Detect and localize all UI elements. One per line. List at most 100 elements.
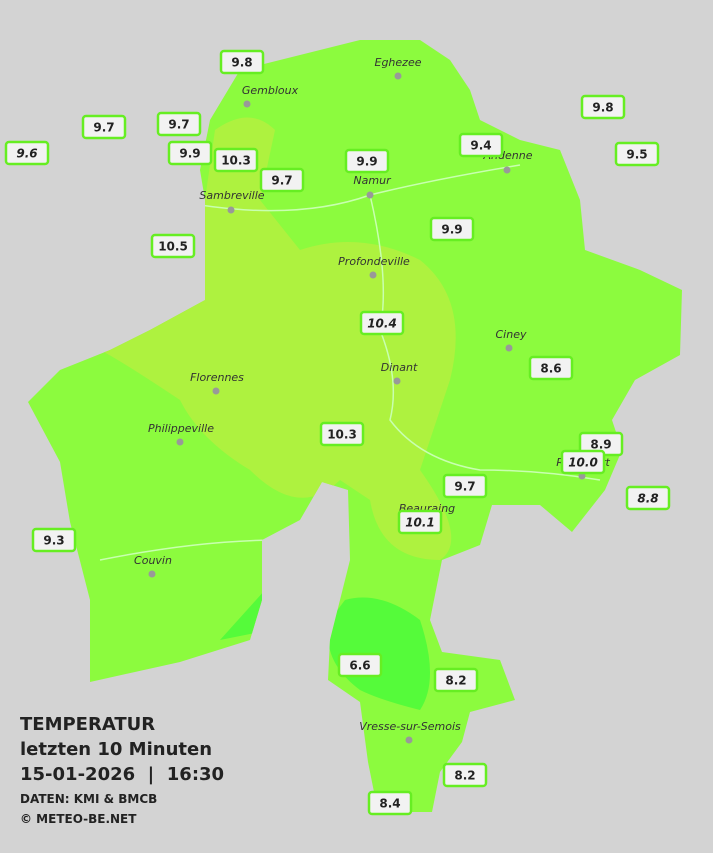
station-value: 9.8 [231, 56, 252, 70]
town-label: Sambreville [199, 189, 264, 202]
station-box [150, 233, 196, 259]
town-dot [393, 377, 401, 385]
station-box [213, 147, 259, 173]
town-label: Eghezee [375, 56, 422, 69]
station: 6.6 [337, 652, 383, 678]
town-dot [176, 438, 184, 446]
station-value: 10.5 [158, 240, 188, 254]
station-box [259, 167, 305, 193]
town-dot [369, 271, 377, 279]
legend-source: DATEN: KMI & BMCB [20, 792, 157, 806]
station-value: 8.4 [379, 797, 400, 811]
town-label: Florennes [190, 371, 244, 384]
station-box [359, 310, 405, 336]
station: 9.8 [219, 49, 265, 75]
station-value: 9.7 [168, 118, 189, 132]
town-label: Ciney [496, 328, 527, 341]
town-dot [366, 191, 374, 199]
station-value: 9.9 [179, 147, 200, 161]
town-dot [243, 100, 251, 108]
station-box [337, 652, 383, 678]
town-dot [212, 387, 220, 395]
station-box [560, 449, 606, 475]
station-value: 9.8 [592, 101, 613, 115]
station: 9.7 [81, 114, 127, 140]
station-value: 9.7 [454, 480, 475, 494]
station-box [614, 141, 660, 167]
station: 9.7 [156, 111, 202, 137]
town-label: Namur [353, 174, 392, 187]
station-value: 6.6 [349, 659, 370, 673]
town-label: Philippeville [148, 422, 214, 435]
station: 8.4 [367, 790, 413, 816]
station: 8.2 [442, 762, 488, 788]
station-box [344, 148, 390, 174]
station: 9.6 [4, 140, 50, 166]
town-dot [394, 72, 402, 80]
station-value: 9.7 [271, 174, 292, 188]
station-box [319, 421, 365, 447]
station: 9.7 [442, 473, 488, 499]
station-box [81, 114, 127, 140]
station: 9.8 [580, 94, 626, 120]
station-value: 10.3 [221, 154, 251, 168]
station: 10.1 [397, 509, 443, 535]
station-box [167, 140, 213, 166]
station: 9.4 [458, 132, 504, 158]
station: 10.3 [319, 421, 365, 447]
station-box [580, 94, 626, 120]
station-value: 10.1 [405, 516, 435, 530]
legend-timestamp: 15-01-2026 | 16:30 [20, 764, 224, 785]
station: 9.7 [259, 167, 305, 193]
legend-copyright: © METEO-BE.NET [20, 812, 137, 826]
town-dot [227, 206, 235, 214]
station-value: 9.9 [356, 155, 377, 169]
station-value: 8.9 [590, 438, 611, 452]
station-value: 10.4 [367, 317, 397, 331]
town-label: Profondeville [338, 255, 410, 268]
station: 9.5 [614, 141, 660, 167]
station: 8.6 [528, 355, 574, 381]
legend-title: TEMPERATUR [20, 714, 155, 735]
station-value: 8.6 [540, 362, 561, 376]
station-value: 8.8 [637, 492, 658, 506]
station: 10.0 [560, 449, 606, 475]
station-box [397, 509, 443, 535]
station-value: 9.4 [470, 139, 491, 153]
station: 8.8 [625, 485, 671, 511]
town-dot [503, 166, 511, 174]
station-value: 9.3 [43, 534, 64, 548]
station-value: 10.0 [568, 456, 598, 470]
station-box [625, 485, 671, 511]
station-value: 9.9 [441, 223, 462, 237]
station-box [442, 473, 488, 499]
legend-period: letzten 10 Minuten [20, 739, 212, 760]
station-box [429, 216, 475, 242]
town-label: Gembloux [242, 84, 299, 97]
station: 8.2 [433, 667, 479, 693]
station-box [4, 140, 50, 166]
station-value: 8.2 [454, 769, 475, 783]
station: 10.5 [150, 233, 196, 259]
town-label: Couvin [134, 554, 172, 567]
station-value: 9.5 [626, 148, 647, 162]
station-value: 8.2 [445, 674, 466, 688]
station-box [367, 790, 413, 816]
station-box [442, 762, 488, 788]
station: 9.3 [31, 527, 77, 553]
station: 10.4 [359, 310, 405, 336]
station: 9.9 [167, 140, 213, 166]
station-box [433, 667, 479, 693]
station: 9.9 [344, 148, 390, 174]
station: 10.3 [213, 147, 259, 173]
station-value: 10.3 [327, 428, 357, 442]
station-value: 9.7 [93, 121, 114, 135]
town-label: Dinant [381, 361, 418, 374]
station: 9.9 [429, 216, 475, 242]
town-dot [505, 344, 513, 352]
town-dot [405, 736, 413, 744]
station-box [156, 111, 202, 137]
station-box [528, 355, 574, 381]
town-label: Vresse-sur-Semois [359, 720, 461, 733]
